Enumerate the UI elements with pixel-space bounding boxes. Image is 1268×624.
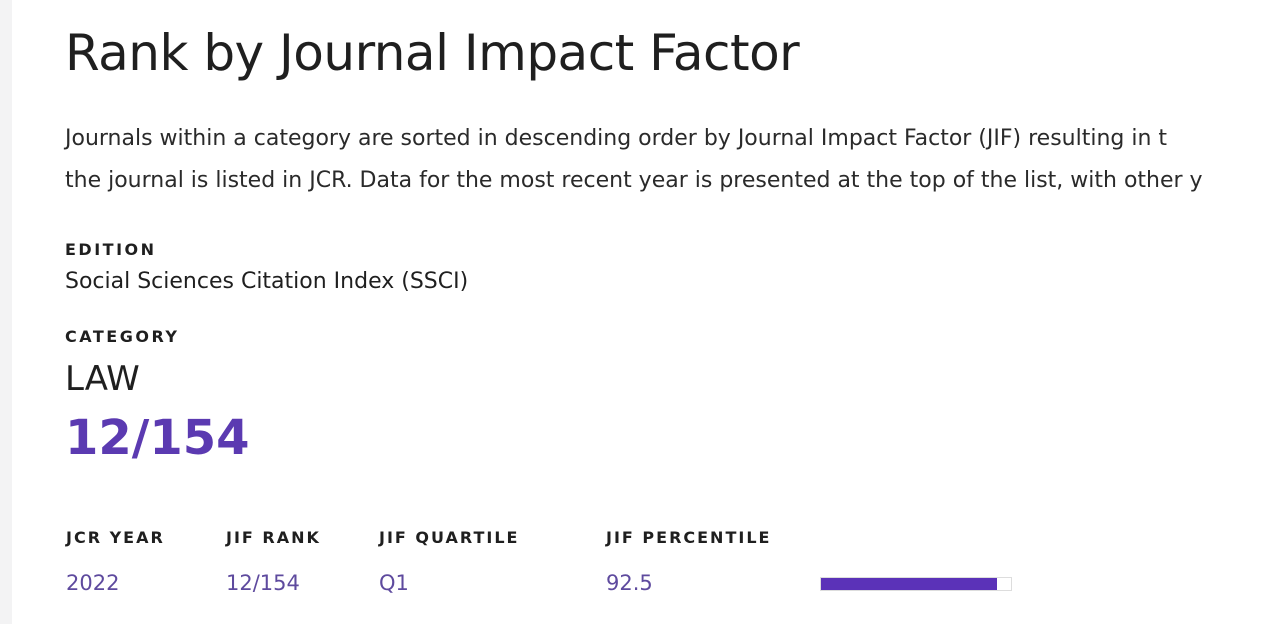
row-jif-rank: 12/154	[226, 571, 300, 595]
page-title: Rank by Journal Impact Factor	[65, 24, 800, 82]
header-jcr-year: JCR YEAR	[66, 528, 165, 547]
description-line-1: Journals within a category are sorted in…	[65, 126, 1168, 151]
percentile-bar-fill	[821, 578, 997, 590]
left-edge-strip	[0, 0, 12, 624]
edition-value: Social Sciences Citation Index (SSCI)	[65, 269, 469, 294]
edition-label: EDITION	[65, 240, 157, 259]
description-line-2: the journal is listed in JCR. Data for t…	[65, 168, 1203, 193]
percentile-bar	[820, 577, 1012, 591]
row-jcr-year: 2022	[66, 571, 120, 595]
row-jif-percentile: 92.5	[606, 571, 653, 595]
row-jif-quartile: Q1	[379, 571, 409, 595]
category-rank: 12/154	[65, 410, 250, 466]
header-jif-rank: JIF RANK	[226, 528, 321, 547]
category-value: LAW	[65, 359, 140, 399]
category-label: CATEGORY	[65, 327, 180, 346]
header-jif-percentile: JIF PERCENTILE	[606, 528, 772, 547]
header-jif-quartile: JIF QUARTILE	[379, 528, 520, 547]
